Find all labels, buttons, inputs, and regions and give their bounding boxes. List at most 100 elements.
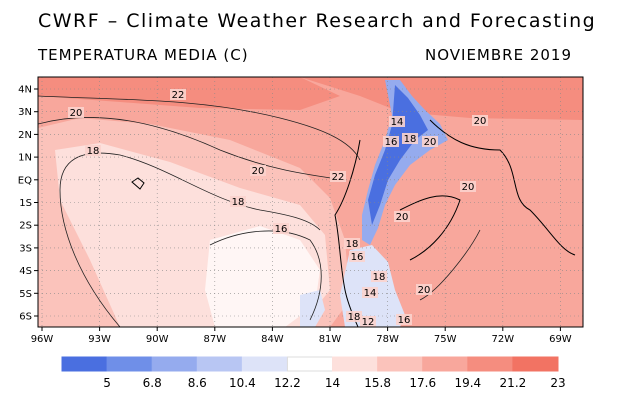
field-coolest <box>205 226 320 327</box>
contour-label: 20 <box>252 166 265 177</box>
lon-tick-label: 84W <box>261 334 284 345</box>
legend-label: 8.6 <box>188 376 207 390</box>
lat-tick-label: 6S <box>19 312 32 323</box>
contour-label-bg <box>416 284 432 295</box>
lon-tick-label: 81W <box>319 334 342 345</box>
contour-label: 20 <box>70 108 83 119</box>
borders-middle <box>399 195 461 261</box>
galapagos <box>131 177 145 190</box>
contour-label-bg <box>346 311 362 322</box>
variable-title: TEMPERATURA MEDIA (C) <box>38 46 249 64</box>
field-warm-ne <box>300 77 583 120</box>
lat-tick-label: 5S <box>19 289 32 300</box>
legend-swatch <box>61 356 108 372</box>
lat-tick-label: 2N <box>18 130 32 141</box>
lon-tick-label: 96W <box>31 334 54 345</box>
legend-label: 23 <box>550 376 565 390</box>
contour-label: 16 <box>398 315 411 326</box>
lon-tick-label: 72W <box>491 334 514 345</box>
legend-swatch <box>512 356 559 372</box>
legend-swatch <box>196 356 243 372</box>
contour-label-bg <box>170 89 186 100</box>
borders-east <box>429 119 576 256</box>
coastlines <box>131 119 576 327</box>
contour-label-bg <box>460 181 476 192</box>
contour-label: 18 <box>348 312 361 323</box>
contour-label: 22 <box>332 172 345 183</box>
map-title: CWRF – Climate Weather Research and Fore… <box>38 10 597 32</box>
legend-label: 15.8 <box>364 376 391 390</box>
latitude-ticks: 4N 3N 2N 1N EQ 1S 2S 3S 4S 5S 6S <box>18 85 38 323</box>
legend-swatch <box>377 356 424 372</box>
contour-label: 18 <box>346 239 359 250</box>
contour-label: 20 <box>418 285 431 296</box>
legend-label: 17.6 <box>409 376 436 390</box>
lat-tick-label: 2S <box>19 221 32 232</box>
field-cold-pool <box>300 290 325 327</box>
legend-swatch <box>106 356 153 372</box>
legend-swatch <box>151 356 198 372</box>
lon-tick-label: 75W <box>434 334 457 345</box>
contour-label: 20 <box>462 182 475 193</box>
legend-swatch <box>241 356 288 372</box>
contour-label: 18 <box>232 197 245 208</box>
contour-label: 16 <box>351 252 364 263</box>
legend-swatch <box>422 356 469 372</box>
legend-swatch <box>467 356 514 372</box>
lat-tick-label: 1N <box>18 153 32 164</box>
contour-label: 14 <box>364 288 377 299</box>
contour-label-bg <box>330 171 346 182</box>
contour-label: 12 <box>362 317 375 328</box>
contour-label-bg <box>389 116 405 127</box>
lat-tick-label: 1S <box>19 198 32 209</box>
legend-label: 6.8 <box>143 376 162 390</box>
contour-label-bg <box>472 115 488 126</box>
contour-label-bg <box>402 133 418 144</box>
lon-tick-label: 87W <box>203 334 226 345</box>
longitude-ticks: 96W 93W 90W 87W 84W 81W 78W 75W 72W 69W <box>31 327 572 345</box>
contour-label-bg <box>422 136 438 147</box>
contour-label: 18 <box>404 134 417 145</box>
field-andes-south <box>340 245 405 327</box>
lat-tick-label: 3N <box>18 107 32 118</box>
contour-label-bg <box>349 251 365 262</box>
contour-label-bg <box>371 271 387 282</box>
field-andes-core <box>368 85 428 225</box>
contour-label-bg <box>68 107 84 118</box>
contour-label-bg <box>344 238 360 249</box>
legend-label: 5 <box>103 376 111 390</box>
contour-label: 16 <box>385 137 398 148</box>
color-legend: 5 6.8 8.6 10.4 12.2 14 15.8 17.6 19.4 21.2 23 <box>61 356 566 390</box>
contour-label-bg <box>396 314 412 325</box>
lat-tick-label: 4N <box>18 85 32 96</box>
contour-label-bg <box>360 316 376 327</box>
pacific-coast <box>334 139 361 327</box>
contour-label: 16 <box>275 224 288 235</box>
legend-swatch <box>286 356 334 372</box>
legend-label: 12.2 <box>274 376 301 390</box>
lon-tick-label: 69W <box>549 334 572 345</box>
period-title: NOVIEMBRE 2019 <box>425 46 573 64</box>
graticule <box>38 77 583 327</box>
contour-20-west <box>38 117 346 181</box>
lon-tick-label: 93W <box>88 334 111 345</box>
field-warm-nw <box>38 77 340 110</box>
lat-tick-label: EQ <box>18 175 32 186</box>
contour-lines <box>38 95 481 327</box>
contour-label: 18 <box>373 272 386 283</box>
contour-label-bg <box>85 145 101 156</box>
lon-tick-label: 90W <box>146 334 169 345</box>
contour-label-bg <box>362 287 378 298</box>
contour-label-bg <box>394 211 410 222</box>
contour-label: 20 <box>396 212 409 223</box>
lon-tick-label: 78W <box>376 334 399 345</box>
contour-label-bg <box>250 165 266 176</box>
contour-20-east <box>419 229 481 301</box>
contour-label: 14 <box>391 117 404 128</box>
legend-label: 21.2 <box>500 376 527 390</box>
contour-18-south <box>59 189 121 327</box>
contour-label-bg <box>230 196 246 207</box>
contour-label: 18 <box>87 146 100 157</box>
